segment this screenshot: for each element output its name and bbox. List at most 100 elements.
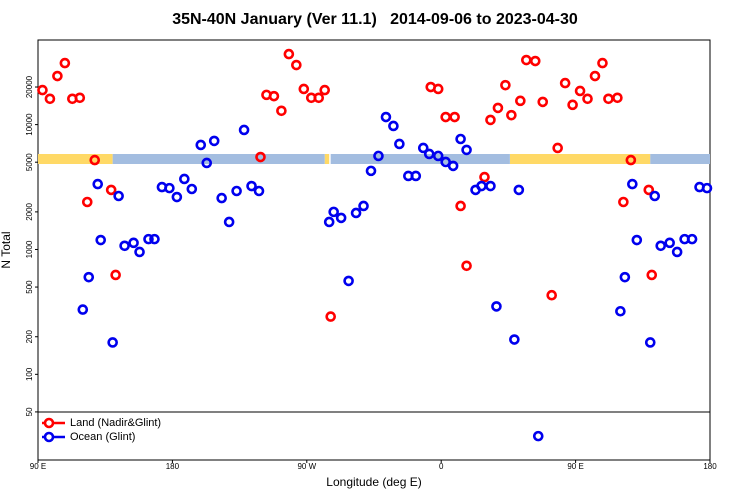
point (325, 311, 336, 322)
point (77, 304, 89, 315)
point (276, 105, 287, 117)
point (255, 151, 266, 163)
point (380, 111, 392, 123)
point (618, 196, 629, 208)
point (328, 206, 339, 218)
point (164, 182, 175, 194)
point (59, 57, 71, 69)
point (179, 173, 190, 185)
point (432, 83, 444, 95)
point (589, 70, 601, 82)
point (686, 233, 698, 245)
point (410, 170, 422, 182)
point (461, 260, 472, 272)
point (627, 178, 638, 190)
x-tick-label: 180 (703, 462, 717, 471)
point (238, 124, 250, 136)
point (119, 240, 130, 252)
point (515, 95, 526, 107)
y-tick-label: 500 (25, 280, 34, 294)
point (506, 109, 517, 121)
point (417, 142, 429, 154)
point (649, 190, 661, 202)
point (313, 92, 325, 104)
y-tick-label: 2000 (25, 202, 34, 220)
point (455, 200, 466, 212)
point (567, 99, 578, 111)
point (476, 180, 487, 192)
y-tick-label: 200 (25, 330, 34, 344)
point (485, 180, 496, 192)
x-tick-label: 90 E (567, 462, 583, 471)
point (485, 114, 496, 126)
x-tick-label: 90 E (30, 462, 46, 471)
point (128, 237, 139, 249)
y-tick-label: 10000 (25, 113, 34, 136)
y-tick-label: 1000 (25, 240, 34, 258)
point (646, 269, 658, 281)
point (283, 48, 295, 60)
point (619, 271, 631, 283)
point (546, 289, 558, 301)
point (597, 57, 608, 69)
point (603, 93, 614, 105)
point (449, 111, 460, 123)
point (105, 184, 117, 196)
point (44, 93, 56, 105)
y-tick-label: 100 (25, 367, 34, 381)
point (319, 84, 331, 96)
x-tick-label: 0 (439, 462, 444, 471)
point (509, 334, 520, 345)
point (461, 144, 472, 156)
point (92, 178, 104, 190)
point (625, 154, 637, 166)
point (81, 196, 93, 208)
point (110, 269, 121, 281)
point (537, 96, 549, 108)
y-axis-label: N Total (0, 231, 13, 268)
point (186, 183, 198, 195)
point (615, 305, 626, 317)
point (455, 133, 466, 145)
point (52, 70, 63, 82)
point (582, 93, 593, 105)
y-tick-label: 50 (25, 407, 34, 416)
point (664, 237, 675, 249)
chart-title: 35N-40N January (Ver 11.1) 2014-09-06 to… (172, 11, 578, 28)
y-tick-label: 5000 (25, 153, 34, 171)
point (388, 120, 399, 132)
legend-label: Ocean (Glint) (70, 431, 135, 443)
point (343, 275, 354, 287)
point (643, 184, 655, 196)
point (358, 200, 369, 212)
point (74, 92, 86, 104)
point (208, 135, 220, 147)
point (89, 154, 101, 166)
legend-marker (43, 431, 55, 443)
point (143, 233, 154, 245)
point (365, 165, 377, 177)
y-tick-label: 20000 (25, 75, 34, 98)
point (107, 337, 118, 348)
point (231, 185, 242, 197)
point (37, 84, 48, 96)
point (701, 182, 713, 194)
legend-label: Land (Nadir&Glint) (70, 417, 161, 429)
point (201, 157, 213, 169)
point (500, 79, 511, 91)
point (335, 212, 347, 224)
point (440, 111, 451, 123)
point (552, 142, 563, 154)
legend-marker (43, 417, 55, 429)
point (521, 54, 532, 66)
point (268, 90, 280, 102)
point (83, 271, 95, 283)
point (149, 233, 160, 245)
point (491, 301, 502, 312)
point (644, 337, 656, 348)
point (216, 192, 227, 204)
point (134, 246, 145, 258)
point (291, 59, 302, 71)
x-axis-label: Longitude (deg E) (326, 475, 421, 489)
